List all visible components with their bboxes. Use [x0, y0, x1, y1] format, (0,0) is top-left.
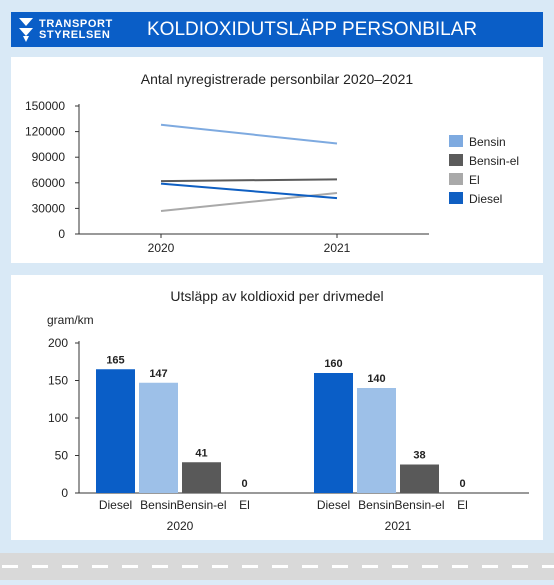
group-label: 2021: [385, 519, 412, 533]
road-dash: [272, 565, 288, 568]
arrow-logo-icon: [19, 18, 33, 42]
road-dash: [482, 565, 498, 568]
y-tick-label: 150: [48, 374, 68, 388]
road-dash: [182, 565, 198, 568]
road-dash: [422, 565, 438, 568]
y-axis-label: gram/km: [47, 313, 94, 327]
category-label: Bensin: [358, 498, 395, 512]
x-tick-label: 2021: [324, 241, 351, 255]
road-dash: [212, 565, 228, 568]
category-label: Diesel: [317, 498, 350, 512]
bar-value-label: 160: [324, 358, 342, 370]
y-tick-label: 200: [48, 336, 68, 350]
page-title: KOLDIOXIDUTSLÄPP PERSONBILAR: [147, 19, 478, 40]
category-label: Bensin-el: [394, 498, 444, 512]
road-dash: [512, 565, 528, 568]
road-dash: [362, 565, 378, 568]
legend-swatch-el: [449, 173, 463, 185]
line-chart-panel: Antal nyregistrerade personbilar 2020–20…: [11, 57, 543, 263]
y-tick-label: 0: [61, 486, 68, 500]
bar-value-label: 41: [195, 447, 207, 459]
y-tick-label: 60000: [32, 176, 66, 190]
series-line-bensin: [160, 123, 338, 145]
x-tick-label: 2020: [148, 241, 175, 255]
bar-2021-bensin-el: [400, 464, 439, 493]
bar-2020-diesel: [96, 369, 135, 493]
legend-label: Diesel: [469, 192, 502, 206]
header-bar: TRANSPORT STYRELSEN KOLDIOXIDUTSLÄPP PER…: [11, 12, 543, 47]
legend-swatch-bensin-el: [449, 154, 463, 166]
legend-label: Bensin: [469, 135, 506, 149]
category-label: Bensin: [140, 498, 177, 512]
road-dash: [62, 565, 78, 568]
bar-value-label: 0: [459, 478, 465, 490]
chart-title: Antal nyregistrerade personbilar 2020–20…: [141, 71, 414, 87]
road-dash: [542, 565, 554, 568]
group-label: 2020: [167, 519, 194, 533]
y-tick-label: 50: [55, 449, 69, 463]
y-tick-label: 120000: [25, 125, 65, 139]
bar-chart: Utsläpp av koldioxid per drivmedel gram/k…: [47, 288, 529, 533]
bar-value-label: 147: [149, 368, 167, 380]
bar-2020-bensin: [139, 382, 178, 493]
y-tick-label: 0: [58, 227, 65, 241]
chart-title: Utsläpp av koldioxid per drivmedel: [170, 288, 383, 304]
road-dash: [92, 565, 108, 568]
road-dash: [122, 565, 138, 568]
road-dashes: [2, 565, 554, 568]
category-label: El: [239, 498, 250, 512]
road-dash: [332, 565, 348, 568]
road-dash: [452, 565, 468, 568]
y-tick-label: 30000: [32, 201, 66, 215]
bar-2021-bensin: [357, 388, 396, 493]
road-dash: [392, 565, 408, 568]
bar-value-label: 165: [106, 354, 124, 366]
bar-value-label: 0: [241, 478, 247, 490]
line-chart: Antal nyregistrerade personbilar 2020–20…: [25, 71, 519, 255]
series-line-diesel: [160, 182, 338, 200]
logo-text-line2: STYRELSEN: [39, 29, 111, 41]
series-line-bensin-el: [160, 178, 338, 183]
road-dash: [242, 565, 258, 568]
road-dash: [302, 565, 318, 568]
legend-label: Bensin-el: [469, 154, 519, 168]
road-dash: [2, 565, 18, 568]
y-tick-label: 150000: [25, 99, 65, 113]
y-tick-label: 100: [48, 411, 68, 425]
legend-label: El: [469, 173, 480, 187]
bar-2020-bensin-el: [182, 462, 221, 493]
bar-value-label: 38: [413, 450, 425, 462]
legend-swatch-bensin: [449, 135, 463, 147]
logo-text-line1: TRANSPORT: [39, 18, 113, 30]
road-dash: [32, 565, 48, 568]
category-label: Bensin-el: [176, 498, 226, 512]
legend-swatch-diesel: [449, 192, 463, 204]
road-dash: [152, 565, 168, 568]
bar-chart-panel: Utsläpp av koldioxid per drivmedel gram/k…: [11, 275, 543, 540]
category-label: El: [457, 498, 468, 512]
road-decoration: [0, 553, 554, 580]
category-label: Diesel: [99, 498, 132, 512]
bar-value-label: 140: [367, 373, 385, 385]
y-tick-label: 90000: [32, 150, 66, 164]
bar-2021-diesel: [314, 373, 353, 493]
